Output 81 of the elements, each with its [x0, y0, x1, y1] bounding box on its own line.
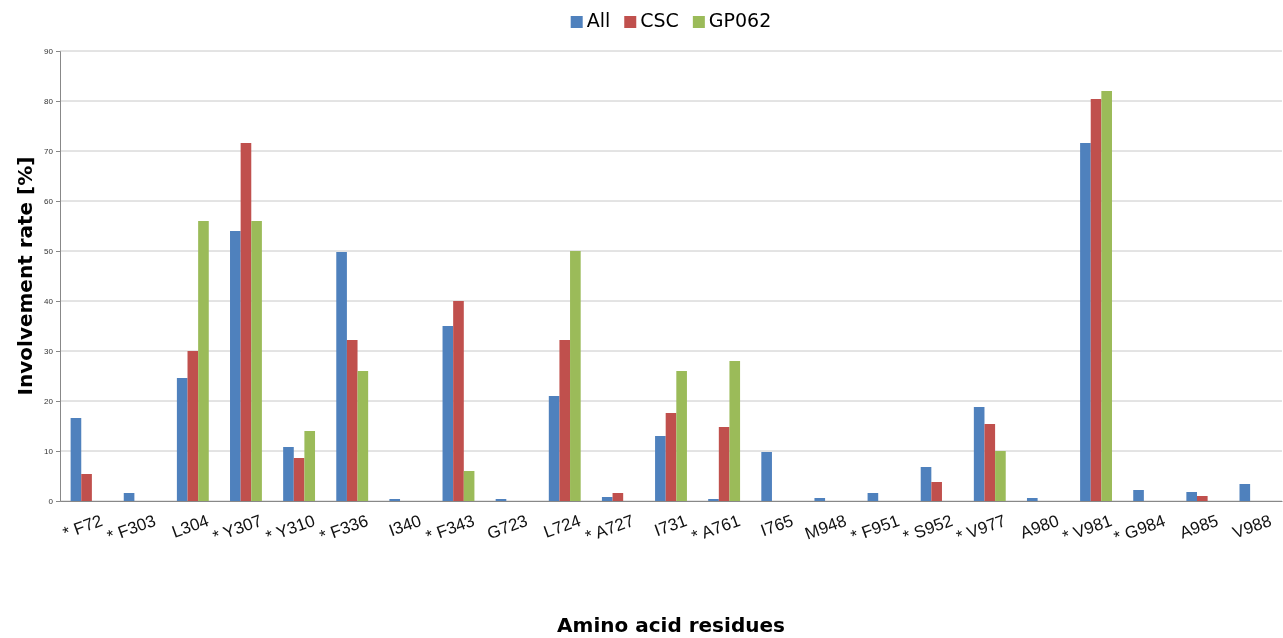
- x-tick-label: * S952: [900, 511, 956, 547]
- bar: [761, 452, 772, 501]
- bar: [1196, 496, 1208, 501]
- bar: [463, 471, 475, 501]
- bar: [665, 413, 677, 501]
- bar: [718, 427, 730, 501]
- y-tick-label: 10: [44, 447, 54, 457]
- y-axis-title: Involvement rate [%]: [13, 156, 37, 396]
- bar: [230, 231, 241, 501]
- bar: [1239, 484, 1251, 501]
- bar: [995, 451, 1006, 501]
- bar: [1101, 91, 1112, 501]
- bar: [1080, 143, 1091, 501]
- bar: [1090, 99, 1102, 501]
- bar: [601, 497, 613, 501]
- bar: [920, 467, 932, 501]
- x-tick-label: I765: [758, 511, 796, 541]
- bar: [81, 474, 92, 501]
- bar: [442, 326, 454, 501]
- x-tick-label: L724: [541, 511, 584, 542]
- bar: [70, 418, 82, 501]
- bar: [123, 493, 135, 501]
- bar: [336, 252, 347, 501]
- bar: [548, 396, 560, 501]
- y-tick-label: 30: [44, 347, 54, 357]
- bar: [176, 378, 188, 501]
- x-tick-label: * F303: [104, 511, 159, 547]
- legend-label: CSC: [640, 9, 679, 31]
- bar: [570, 251, 581, 501]
- x-tick-label: * V977: [953, 511, 1009, 547]
- bar: [973, 407, 985, 501]
- y-tick-label: 20: [44, 397, 54, 407]
- bar: [559, 340, 571, 501]
- bar: [251, 221, 262, 501]
- x-tick-label: M948: [802, 511, 849, 544]
- x-tick-label: * F72: [60, 511, 106, 543]
- x-tick-label: * A761: [689, 511, 743, 547]
- bar: [1186, 492, 1197, 501]
- y-tick-label: 60: [44, 197, 54, 207]
- x-tick-label: * A727: [582, 511, 637, 547]
- bar: [187, 351, 199, 501]
- bar: [867, 493, 879, 501]
- bar: [357, 371, 369, 501]
- x-tick-label: * Y310: [263, 511, 318, 547]
- bar: [304, 431, 316, 501]
- bar: [1026, 498, 1038, 501]
- legend-label: All: [586, 9, 611, 31]
- y-tick-label: 70: [44, 147, 54, 157]
- y-tick-label: 50: [44, 247, 54, 257]
- bar: [814, 498, 826, 501]
- bar: [984, 424, 996, 501]
- x-tick-label: I340: [386, 511, 424, 541]
- bar: [676, 371, 687, 501]
- bar: [293, 458, 305, 501]
- bar: [1133, 490, 1144, 501]
- bar: [453, 301, 464, 501]
- x-tick-label: L304: [169, 511, 212, 542]
- y-tick-label: 90: [44, 47, 54, 57]
- legend-label: GP062: [708, 9, 772, 31]
- bar: [612, 493, 624, 501]
- x-tick-label: A985: [1177, 511, 1221, 543]
- x-tick-label: * Y307: [210, 511, 265, 547]
- x-tick-label: V988: [1230, 511, 1274, 543]
- x-axis-title: Amino acid residues: [557, 613, 785, 637]
- x-tick-label: * G984: [1111, 511, 1168, 548]
- bar: [729, 361, 741, 501]
- x-tick-label: * F336: [317, 511, 371, 547]
- x-tick-label: * F343: [423, 511, 477, 547]
- x-tick-label: G723: [484, 511, 531, 544]
- bar: [346, 340, 358, 501]
- bar: [655, 436, 666, 501]
- bar: [240, 143, 252, 501]
- y-tick-label: 80: [44, 97, 54, 107]
- x-tick-label: A980: [1017, 511, 1062, 543]
- y-tick-label: 0: [48, 497, 54, 507]
- bar: [283, 447, 294, 501]
- x-tick-label: * F951: [848, 511, 903, 547]
- y-tick-label: 40: [44, 297, 54, 307]
- bar: [931, 482, 942, 501]
- bar: [198, 221, 209, 501]
- x-tick-label: I731: [651, 511, 690, 541]
